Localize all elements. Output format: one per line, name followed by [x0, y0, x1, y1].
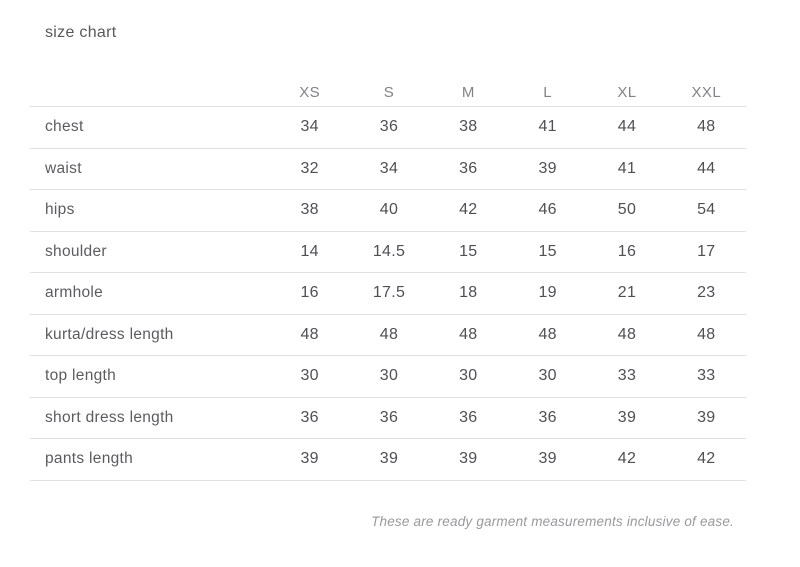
row-value: 33 — [666, 355, 746, 398]
row-value: 48 — [587, 314, 667, 356]
column-header-l: L — [507, 78, 588, 107]
page-title: size chart — [45, 24, 117, 41]
row-value: 38 — [428, 106, 508, 149]
header-empty-cell — [30, 78, 270, 107]
row-value: 30 — [270, 355, 350, 398]
table-row: pants length 39 39 39 39 42 42 — [30, 438, 746, 481]
header-row: XS S M L XL XXL — [30, 78, 746, 107]
row-value: 40 — [349, 189, 429, 232]
row-value: 39 — [349, 438, 429, 481]
row-value: 50 — [587, 189, 667, 232]
row-value: 33 — [587, 355, 667, 398]
row-value: 42 — [587, 438, 667, 481]
row-label: hips — [30, 189, 270, 232]
row-value: 17.5 — [349, 272, 429, 315]
row-value: 23 — [666, 272, 746, 315]
size-table-body: chest 34 36 38 41 44 48 waist 32 34 36 39 41 44 hips 38… — [30, 106, 746, 481]
row-value: 54 — [666, 189, 746, 232]
row-value: 39 — [587, 397, 667, 439]
table-row: chest 34 36 38 41 44 48 — [30, 106, 746, 149]
table-row: hips 38 40 42 46 50 54 — [30, 189, 746, 232]
table-row: top length 30 30 30 30 33 33 — [30, 355, 746, 398]
row-value: 16 — [587, 231, 667, 273]
row-value: 15 — [428, 231, 508, 273]
table-row: kurta/dress length 48 48 48 48 48 48 — [30, 314, 746, 356]
row-value: 39 — [507, 148, 588, 190]
row-value: 17 — [666, 231, 746, 273]
row-value: 36 — [349, 106, 429, 149]
column-header-xxl: XXL — [666, 78, 746, 107]
row-value: 41 — [507, 106, 588, 149]
column-header-xl: XL — [587, 78, 667, 107]
row-label: shoulder — [30, 231, 270, 273]
row-value: 36 — [349, 397, 429, 439]
row-label: pants length — [30, 438, 270, 481]
row-value: 48 — [270, 314, 350, 356]
row-value: 34 — [349, 148, 429, 190]
row-label: top length — [30, 355, 270, 398]
size-chart-table: XS S M L XL XXL chest 34 36 38 41 44 48 waist 32… — [30, 78, 746, 481]
row-value: 30 — [507, 355, 588, 398]
row-value: 14.5 — [349, 231, 429, 273]
row-value: 30 — [349, 355, 429, 398]
row-value: 39 — [666, 397, 746, 439]
row-value: 48 — [349, 314, 429, 356]
row-value: 36 — [428, 397, 508, 439]
row-value: 36 — [270, 397, 350, 439]
column-header-s: S — [349, 78, 429, 107]
column-header-xs: XS — [270, 78, 350, 107]
table-row: shoulder 14 14.5 15 15 16 17 — [30, 231, 746, 273]
row-value: 39 — [507, 438, 588, 481]
row-value: 21 — [587, 272, 667, 315]
row-value: 18 — [428, 272, 508, 315]
row-value: 42 — [428, 189, 508, 232]
row-value: 30 — [428, 355, 508, 398]
row-label: waist — [30, 148, 270, 190]
row-value: 38 — [270, 189, 350, 232]
row-value: 15 — [507, 231, 588, 273]
row-value: 32 — [270, 148, 350, 190]
row-label: chest — [30, 106, 270, 149]
table-row: waist 32 34 36 39 41 44 — [30, 148, 746, 190]
row-value: 41 — [587, 148, 667, 190]
row-value: 36 — [428, 148, 508, 190]
row-label: kurta/dress length — [30, 314, 270, 356]
row-value: 39 — [270, 438, 350, 481]
row-value: 39 — [428, 438, 508, 481]
row-value: 48 — [666, 106, 746, 149]
row-label: armhole — [30, 272, 270, 315]
table-row: short dress length 36 36 36 36 39 39 — [30, 397, 746, 439]
row-value: 44 — [666, 148, 746, 190]
column-header-m: M — [428, 78, 508, 107]
row-value: 48 — [666, 314, 746, 356]
row-value: 19 — [507, 272, 588, 315]
row-value: 36 — [507, 397, 588, 439]
footnote: These are ready garment measurements inc… — [371, 514, 734, 529]
table-row: armhole 16 17.5 18 19 21 23 — [30, 272, 746, 315]
row-value: 34 — [270, 106, 350, 149]
row-value: 46 — [507, 189, 588, 232]
row-value: 44 — [587, 106, 667, 149]
row-value: 48 — [428, 314, 508, 356]
row-value: 14 — [270, 231, 350, 273]
row-value: 42 — [666, 438, 746, 481]
row-value: 16 — [270, 272, 350, 315]
row-value: 48 — [507, 314, 588, 356]
row-label: short dress length — [30, 397, 270, 439]
